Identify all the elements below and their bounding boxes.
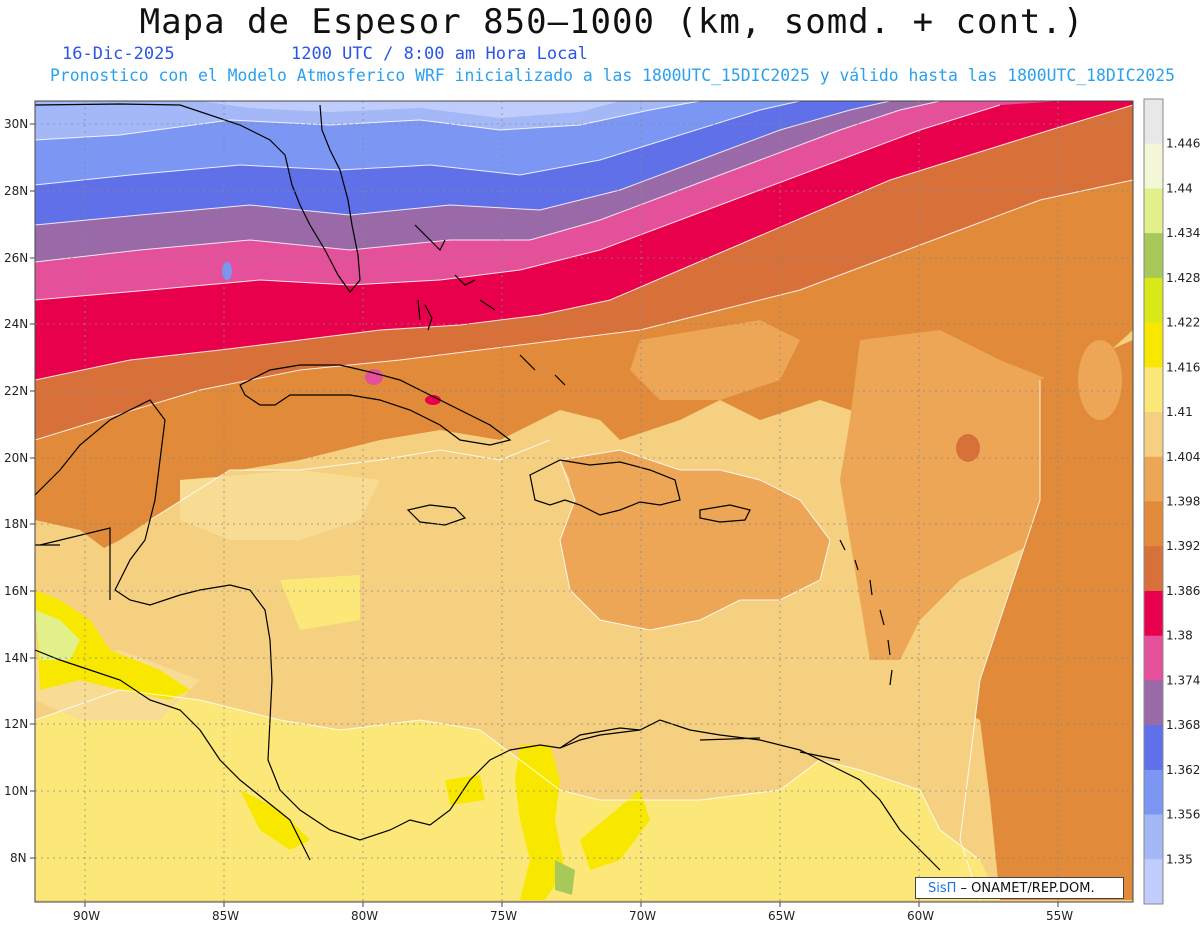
lat-label: 10N bbox=[4, 784, 28, 798]
coastlines bbox=[35, 103, 941, 871]
colorbar-label: 1.422 bbox=[1166, 316, 1200, 330]
colorbar-swatch bbox=[1144, 143, 1163, 189]
lon-label: 55W bbox=[1046, 909, 1073, 923]
lon-label: 60W bbox=[907, 909, 934, 923]
lat-label: 8N bbox=[10, 851, 27, 865]
colorbar-label: 1.356 bbox=[1166, 808, 1200, 822]
colorbar-swatch bbox=[1144, 412, 1163, 458]
lat-label: 20N bbox=[4, 451, 28, 465]
credit-box: SisΠ – ONAMET/REP.DOM. bbox=[915, 877, 1124, 899]
colorbar-label: 1.35 bbox=[1166, 852, 1193, 866]
colorbar-label: 1.41 bbox=[1166, 405, 1193, 419]
lon-label: 80W bbox=[351, 909, 378, 923]
grid-lines bbox=[35, 101, 1133, 902]
lat-label: 26N bbox=[4, 251, 28, 265]
lat-label: 16N bbox=[4, 584, 28, 598]
lat-label: 30N bbox=[4, 117, 28, 131]
colorbar-label: 1.446 bbox=[1166, 137, 1200, 151]
lon-label: 75W bbox=[490, 909, 517, 923]
colorbar-swatch bbox=[1144, 277, 1163, 324]
lon-label: 90W bbox=[73, 909, 100, 923]
colorbar-label: 1.398 bbox=[1166, 495, 1200, 509]
colorbar-label: 1.404 bbox=[1166, 450, 1200, 464]
colorbar-label: 1.368 bbox=[1166, 718, 1200, 732]
colorbar-swatch bbox=[1144, 501, 1163, 547]
colorbar-frame bbox=[1143, 98, 1164, 905]
colorbar-swatch bbox=[1144, 367, 1163, 413]
colorbar-swatch bbox=[1144, 456, 1163, 502]
colorbar-swatch bbox=[1144, 322, 1163, 368]
forecast-date: 16-Dic-2025 bbox=[62, 44, 175, 64]
lon-label: 85W bbox=[212, 909, 239, 923]
lon-label: 70W bbox=[629, 909, 656, 923]
sispi-logo-text: SisΠ bbox=[928, 881, 957, 896]
colorbar-label: 1.374 bbox=[1166, 673, 1200, 687]
lat-label: 24N bbox=[4, 317, 28, 331]
colorbar-swatch bbox=[1144, 725, 1163, 771]
model-description: Pronostico con el Modelo Atmosferico WRF… bbox=[50, 66, 1175, 85]
lat-label: 12N bbox=[4, 717, 28, 731]
colorbar-label: 1.434 bbox=[1166, 226, 1200, 240]
longitude-labels: 90W 85W 80W 75W 70W 65W 60W 55W bbox=[73, 909, 1073, 923]
lat-label: 28N bbox=[4, 184, 28, 198]
map-title: Mapa de Espesor 850–1000 (km, somd. + co… bbox=[139, 2, 1085, 42]
colorbar-label: 1.362 bbox=[1166, 763, 1200, 777]
colorbar-swatch bbox=[1144, 635, 1163, 681]
credit-text: – ONAMET/REP.DOM. bbox=[956, 881, 1095, 896]
colorbar: 1.446 1.44 1.434 1.428 1.422 1.416 1.41 1.404 1.… bbox=[1143, 98, 1200, 905]
colorbar-label: 1.38 bbox=[1166, 629, 1193, 643]
colorbar-swatch bbox=[1144, 546, 1163, 592]
colorbar-swatch bbox=[1144, 769, 1163, 816]
lat-label: 18N bbox=[4, 517, 28, 531]
colorbar-swatch bbox=[1144, 814, 1163, 860]
lat-label: 22N bbox=[4, 384, 28, 398]
colorbar-label: 1.428 bbox=[1166, 271, 1200, 285]
colorbar-swatch bbox=[1144, 233, 1163, 279]
colorbar-swatch bbox=[1144, 859, 1163, 905]
colorbar-swatch bbox=[1144, 99, 1163, 145]
colorbar-swatch bbox=[1144, 188, 1163, 234]
colorbar-label: 1.386 bbox=[1166, 584, 1200, 598]
colorbar-label: 1.44 bbox=[1166, 181, 1193, 195]
lat-label: 14N bbox=[4, 651, 28, 665]
latitude-labels: 30N 28N 26N 24N 22N 20N 18N 16N 14N 12N … bbox=[4, 117, 28, 865]
colorbar-swatch bbox=[1144, 680, 1163, 726]
forecast-time: 1200 UTC / 8:00 am Hora Local bbox=[291, 44, 588, 64]
colorbar-label: 1.392 bbox=[1166, 539, 1200, 553]
lon-label: 65W bbox=[768, 909, 795, 923]
shaded-field bbox=[35, 101, 1133, 902]
colorbar-swatch bbox=[1144, 590, 1163, 637]
colorbar-label: 1.416 bbox=[1166, 360, 1200, 374]
